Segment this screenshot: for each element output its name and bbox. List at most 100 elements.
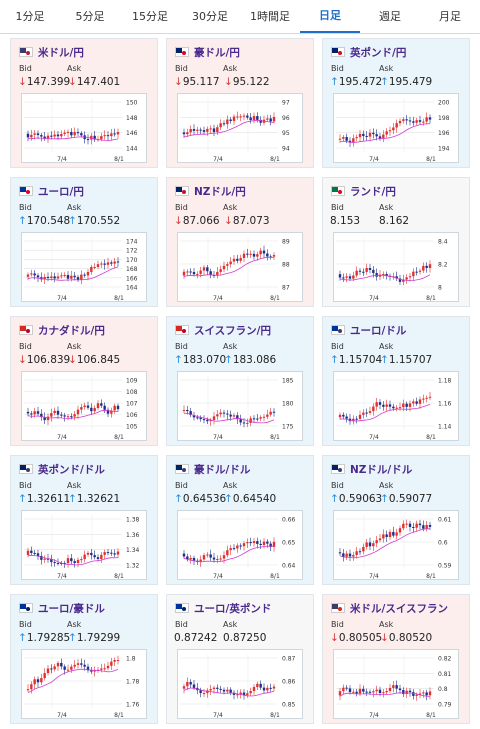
- rate-card[interactable]: 英ポンド/ドル Bid Ask ↑1.32611 ↑1.32621 1.38 1.36 1.3…: [10, 455, 158, 585]
- chart-ytick-label: 164: [126, 285, 138, 292]
- mini-candlestick-chart[interactable]: 89 88 87 7/4 8/1: [177, 232, 303, 302]
- candle-body: [93, 670, 96, 672]
- chart-xtick-label: 7/4: [213, 295, 223, 302]
- mini-candlestick-chart[interactable]: 174 172 170 168 166 164 7/4 8/1: [21, 232, 147, 302]
- candle-body: [262, 416, 266, 418]
- currency-pair[interactable]: カナダドル/円: [38, 324, 105, 337]
- tab-timeframe[interactable]: 1分足: [15, 10, 45, 23]
- ask-value: ↑195.479: [380, 76, 433, 88]
- chart-xtick-label: 7/4: [57, 434, 67, 441]
- chart-ytick-label: 8.4: [438, 239, 448, 246]
- rate-card[interactable]: ユーロ/英ポンド Bid Ask 0.87242 0.87250 0.87 0.86 0.85…: [166, 594, 314, 724]
- mini-candlestick-chart[interactable]: 200 198 196 194 7/4 8/1: [333, 93, 459, 163]
- currency-pair[interactable]: 英ポンド/ドル: [38, 463, 105, 476]
- currency-pair[interactable]: ユーロ/ドル: [350, 324, 407, 337]
- rate-card[interactable]: NZドル/円 Bid Ask ↓87.066 ↓87.073 89 88 87 7/4 8/1: [166, 177, 314, 307]
- chart-ytick-label: 1.78: [126, 679, 140, 686]
- bid-value: ↓0.80505: [330, 632, 383, 644]
- rate-card[interactable]: ユーロ/円 Bid Ask ↑170.548 ↑170.552 174 172 170 168 1…: [10, 177, 158, 307]
- candle-body: [395, 123, 398, 128]
- candle-body: [368, 132, 372, 137]
- ask-value: ↑0.59077: [380, 493, 433, 505]
- rate-card[interactable]: カナダドル/円 Bid Ask ↓106.839 ↓106.845 109 108 107 10…: [10, 316, 158, 446]
- mini-candlestick-chart[interactable]: 0.66 0.65 0.64 7/4 8/1: [177, 510, 303, 580]
- currency-pair[interactable]: ランド/円: [350, 185, 396, 198]
- tab-timeframe[interactable]: 5分足: [75, 10, 105, 23]
- mini-candlestick-chart[interactable]: 8.4 8.2 8 7/4 8/1: [333, 232, 459, 302]
- mini-candlestick-chart[interactable]: 97 96 95 94 7/4 8/1: [177, 93, 303, 163]
- candle-body: [46, 135, 50, 139]
- candle-body: [226, 413, 229, 415]
- trend-arrow-icon: ↓: [68, 76, 77, 88]
- candle-body: [103, 405, 106, 410]
- candle-body: [408, 120, 412, 122]
- trend-arrow-icon: ↑: [380, 354, 389, 366]
- card-header: NZドル/円: [175, 184, 246, 198]
- currency-pair[interactable]: 英ポンド/円: [350, 46, 407, 59]
- bid-value: 0.87242: [174, 632, 218, 644]
- tab-timeframe[interactable]: 1時間足: [250, 10, 290, 23]
- currency-pair[interactable]: スイスフラン/円: [194, 324, 272, 337]
- candle-body: [372, 543, 375, 547]
- currency-pair[interactable]: 豪ドル/円: [194, 46, 240, 59]
- rate-card[interactable]: 英ポンド/円 Bid Ask ↑195.472 ↑195.479 200 198 196 194…: [322, 38, 470, 168]
- currency-pair[interactable]: ユーロ/円: [38, 185, 84, 198]
- rate-card[interactable]: ユーロ/ドル Bid Ask ↑1.15704 ↑1.15707 1.18 1.16 1.14…: [322, 316, 470, 446]
- tab-timeframe[interactable]: 日足: [300, 0, 360, 33]
- ask-label: Ask: [67, 481, 82, 490]
- tab-timeframe[interactable]: 月足: [439, 10, 461, 23]
- chart-svg: 1.8 1.78 1.76 7/4 8/1: [24, 654, 140, 719]
- candle-body: [229, 119, 232, 121]
- bid-value: ↓147.399: [18, 76, 71, 88]
- currency-flag-icon: [19, 47, 33, 57]
- mini-candlestick-chart[interactable]: 1.18 1.16 1.14 7/4 8/1: [333, 371, 459, 441]
- mini-candlestick-chart[interactable]: 109 108 107 106 105 7/4 8/1: [21, 371, 147, 441]
- mini-candlestick-chart[interactable]: 1.8 1.78 1.76 7/4 8/1: [21, 649, 147, 719]
- rate-card[interactable]: 米ドル/円 Bid Ask ↓147.399 ↓147.401 150 148 146 144 7…: [10, 38, 158, 168]
- candle-body: [66, 274, 70, 279]
- candle-body: [83, 554, 86, 560]
- rate-card[interactable]: 豪ドル/ドル Bid Ask ↑0.64536 ↑0.64540 0.66 0.65 0.64…: [166, 455, 314, 585]
- candle-body: [239, 116, 242, 118]
- tab-timeframe[interactable]: 30分足: [192, 10, 228, 23]
- candle-body: [219, 412, 222, 415]
- currency-pair[interactable]: ユーロ/英ポンド: [194, 602, 272, 615]
- chart-ytick-label: 106: [126, 412, 138, 419]
- candle-body: [110, 661, 113, 666]
- rate-card[interactable]: 豪ドル/円 Bid Ask ↓95.117 ↓95.122 97 96 95 94 7/4 8/1: [166, 38, 314, 168]
- moving-average-line: [339, 404, 431, 422]
- mini-candlestick-chart[interactable]: 185 180 175 7/4 8/1: [177, 371, 303, 441]
- currency-pair[interactable]: 豪ドル/ドル: [194, 463, 251, 476]
- mini-candlestick-chart[interactable]: 150 148 146 144 7/4 8/1: [21, 93, 147, 163]
- candle-body: [428, 117, 432, 120]
- candle-body: [46, 416, 50, 421]
- mini-candlestick-chart[interactable]: 0.61 0.6 0.59 7/4 8/1: [333, 510, 459, 580]
- chart-ytick-label: 196: [438, 130, 450, 137]
- rate-card[interactable]: ランド/円 Bid Ask 8.153 8.162 8.4 8.2 8 7/4 8/1: [322, 177, 470, 307]
- tab-timeframe[interactable]: 15分足: [132, 10, 168, 23]
- currency-pair[interactable]: ユーロ/豪ドル: [38, 602, 105, 615]
- candle-body: [348, 688, 352, 693]
- chart-ytick-label: 89: [282, 239, 290, 246]
- mini-candlestick-chart[interactable]: 0.82 0.81 0.8 0.79 7/4 8/1: [333, 649, 459, 719]
- rate-card[interactable]: 米ドル/スイスフラン Bid Ask ↓0.80505 ↓0.80520 0.82 0.81…: [322, 594, 470, 724]
- candle-body: [46, 276, 50, 279]
- candle-body: [40, 413, 43, 418]
- currency-pair[interactable]: 米ドル/スイスフラン: [350, 602, 449, 615]
- candle-body: [70, 131, 73, 136]
- trend-arrow-icon: ↑: [224, 354, 233, 366]
- rate-card[interactable]: スイスフラン/円 Bid Ask ↑183.070 ↑183.086 185 180 175 7…: [166, 316, 314, 446]
- candle-body: [26, 550, 30, 555]
- currency-pair[interactable]: 米ドル/円: [38, 46, 84, 59]
- tab-timeframe[interactable]: 週足: [379, 10, 401, 23]
- rate-card[interactable]: ユーロ/豪ドル Bid Ask ↑1.79285 ↑1.79299 1.8 1.78 1.76…: [10, 594, 158, 724]
- chart-ytick-label: 1.14: [438, 424, 452, 431]
- ask-label: Ask: [223, 342, 238, 351]
- currency-pair[interactable]: NZドル/ドル: [350, 463, 413, 476]
- chart-svg: 89 88 87 7/4 8/1: [180, 237, 290, 302]
- mini-candlestick-chart[interactable]: 1.38 1.36 1.34 1.32 7/4 8/1: [21, 510, 147, 580]
- currency-pair[interactable]: NZドル/円: [194, 185, 246, 198]
- mini-candlestick-chart[interactable]: 0.87 0.86 0.85 7/4 8/1: [177, 649, 303, 719]
- rate-card[interactable]: NZドル/ドル Bid Ask ↑0.59063 ↑0.59077 0.61 0.6 0.59…: [322, 455, 470, 585]
- chart-ytick-label: 174: [126, 239, 138, 246]
